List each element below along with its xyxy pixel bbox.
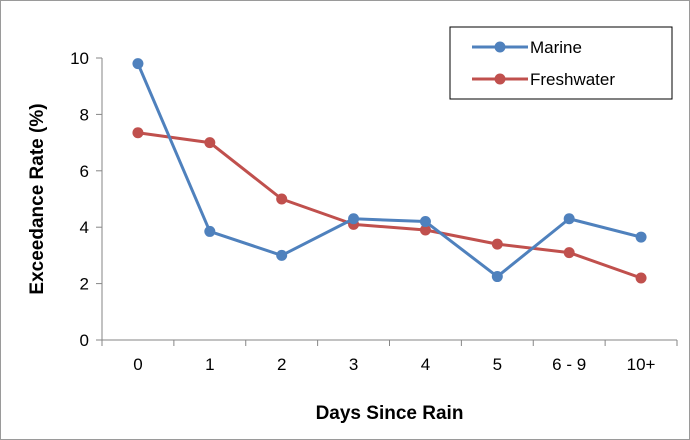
y-tick-label: 8 [80,105,89,124]
axes-layer [96,57,678,346]
y-tick-label: 10 [70,49,89,68]
data-point-freshwater [635,272,647,284]
x-tick-label: 1 [205,355,214,374]
data-point-freshwater [491,238,503,250]
legend-items: Marine Freshwater [472,38,615,89]
x-axis-title: Days Since Rain [316,403,464,424]
legend-swatch-marker [494,41,506,53]
data-point-freshwater [132,127,144,139]
legend-label: Freshwater [530,70,615,89]
series-freshwater [132,127,647,284]
data-point-marine [348,213,360,225]
legend: Marine Freshwater [449,26,673,100]
data-point-marine [132,58,144,70]
y-tick-label: 0 [80,331,89,350]
legend-label: Marine [530,38,582,57]
data-point-marine [276,249,288,261]
series-layer [132,58,647,284]
x-tick-label: 0 [133,355,142,374]
data-point-marine [635,231,647,243]
tick-labels-layer: 0 2 4 6 8 10 0 1 2 3 4 5 6 - 9 10+ [70,49,655,374]
x-tick-label: 4 [421,355,430,374]
data-point-freshwater [419,224,431,236]
x-tick-label: 5 [493,355,502,374]
y-axis-title: Exceedance Rate (%) [27,103,48,294]
data-point-freshwater [204,137,216,149]
series-line-freshwater [137,131,642,280]
legend-box [449,26,673,100]
data-point-marine [491,271,503,283]
data-point-marine [563,213,575,225]
series-marine [132,58,647,283]
y-tick-label: 2 [80,275,89,294]
legend-item-marine: Marine [472,38,582,57]
series-line-marine [136,63,642,279]
data-point-marine [204,225,216,237]
legend-item-freshwater: Freshwater [472,70,615,89]
legend-swatch-marker [494,73,506,85]
x-tick-label: 10+ [627,355,656,374]
x-tick-label: 3 [349,355,358,374]
data-point-freshwater [563,247,575,259]
y-tick-label: 4 [80,218,89,237]
x-tick-label: 6 - 9 [552,355,586,374]
y-tick-label: 6 [80,162,89,181]
x-tick-label: 2 [277,355,286,374]
data-point-freshwater [276,193,288,205]
data-point-marine [419,216,431,228]
